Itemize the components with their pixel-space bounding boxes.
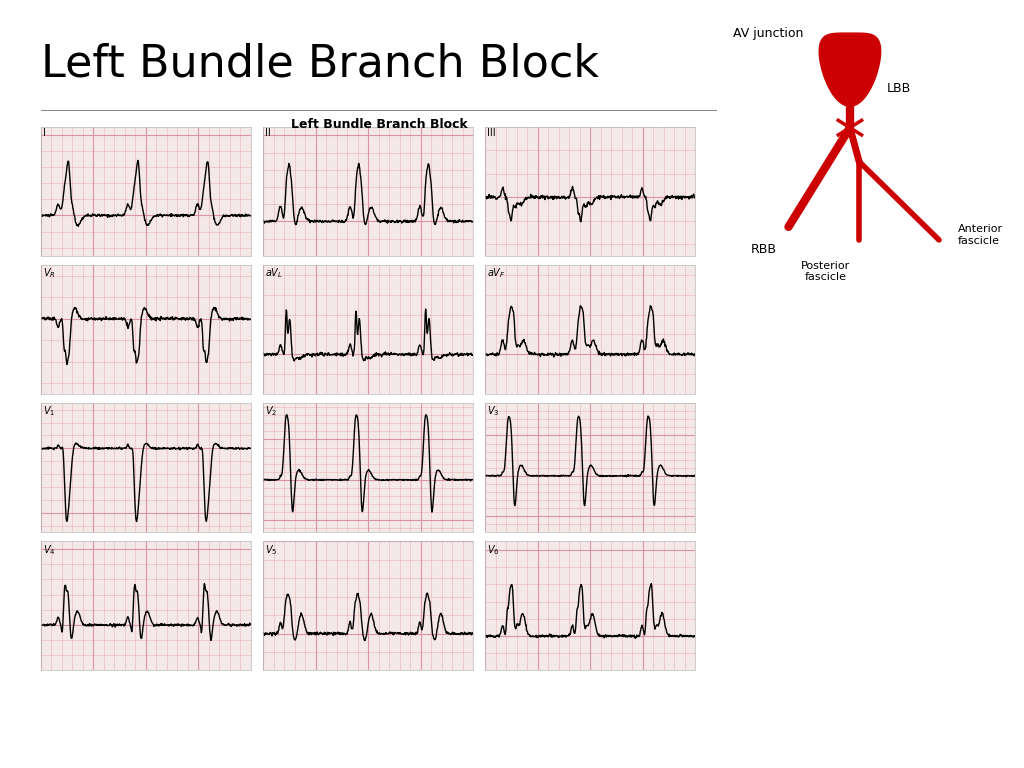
Text: RBB: RBB xyxy=(751,243,777,256)
Text: $aV_F$: $aV_F$ xyxy=(487,266,506,280)
Text: $V_1$: $V_1$ xyxy=(43,405,55,419)
Text: $V_5$: $V_5$ xyxy=(265,543,278,557)
Text: Left Bundle Branch Block: Left Bundle Branch Block xyxy=(291,118,467,131)
Text: II: II xyxy=(265,128,271,138)
Text: LBB: LBB xyxy=(887,82,911,95)
Text: I: I xyxy=(43,128,46,138)
Text: Anterior
fascicle: Anterior fascicle xyxy=(957,224,1002,246)
Text: $V_6$: $V_6$ xyxy=(487,543,500,557)
Text: $V_3$: $V_3$ xyxy=(487,405,500,419)
Text: $aV_L$: $aV_L$ xyxy=(265,266,284,280)
Polygon shape xyxy=(819,33,881,106)
Text: $V_2$: $V_2$ xyxy=(265,405,278,419)
Text: Posterior
fascicle: Posterior fascicle xyxy=(801,261,850,283)
Text: $V_4$: $V_4$ xyxy=(43,543,55,557)
Text: AV junction: AV junction xyxy=(733,27,804,40)
Text: $V_R$: $V_R$ xyxy=(43,266,55,280)
Text: Left Bundle Branch Block: Left Bundle Branch Block xyxy=(41,42,599,85)
Text: III: III xyxy=(487,128,496,138)
